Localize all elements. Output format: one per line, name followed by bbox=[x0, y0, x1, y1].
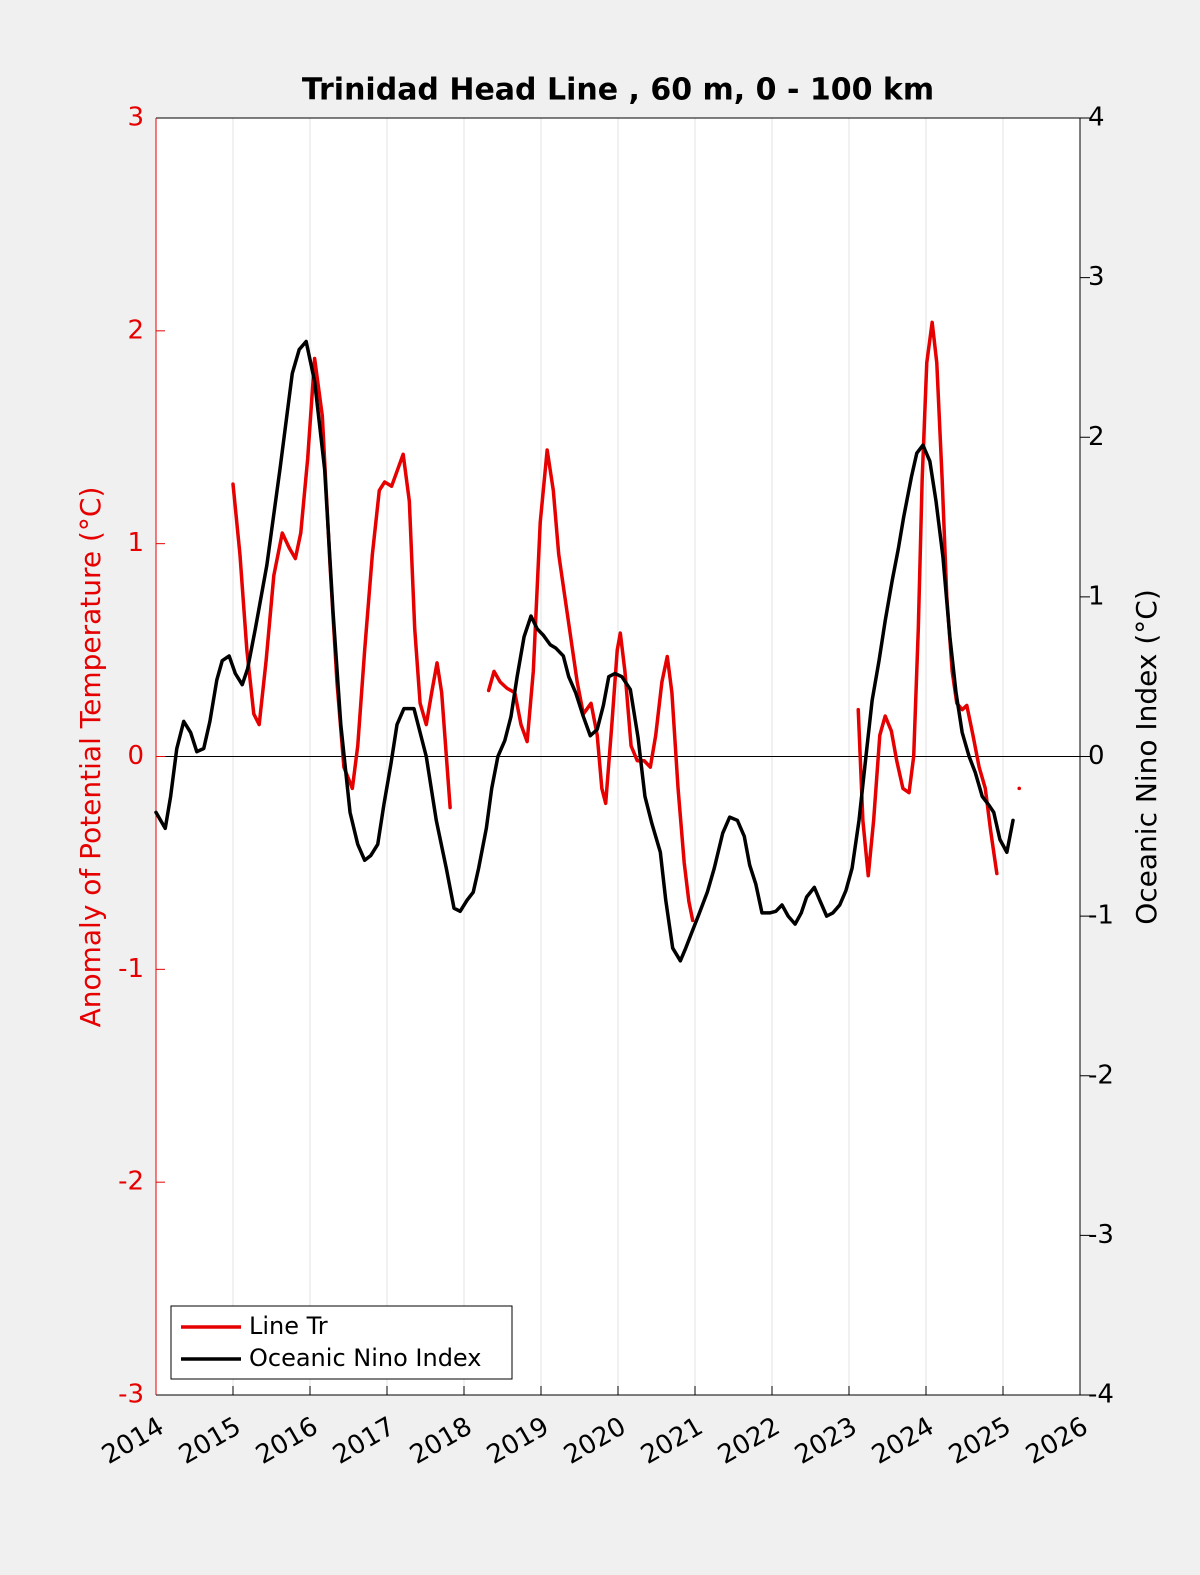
chart-title: Trinidad Head Line , 60 m, 0 - 100 km bbox=[302, 73, 934, 108]
y2-tick-label: 2 bbox=[1088, 422, 1105, 452]
y2-tick-label: 3 bbox=[1088, 262, 1105, 292]
y2-tick-label: -1 bbox=[1088, 901, 1114, 931]
data-line bbox=[154, 339, 1015, 963]
x-tick-label: 2014 bbox=[97, 1412, 169, 1471]
x-tick-label: 2021 bbox=[636, 1412, 708, 1471]
y2-tick-label: -4 bbox=[1088, 1380, 1114, 1410]
x-tick-label: 2024 bbox=[867, 1412, 939, 1471]
y2-tick-label: -2 bbox=[1088, 1060, 1114, 1090]
x-tick-label: 2019 bbox=[482, 1412, 554, 1471]
y-axis-label: Anomaly of Potential Temperature (°C) bbox=[74, 487, 107, 1028]
y-tick-label: 3 bbox=[127, 103, 144, 133]
y2-axis-label: Oceanic Nino Index (°C) bbox=[1130, 589, 1163, 925]
y-tick-label: -2 bbox=[118, 1167, 144, 1197]
x-tick-label: 2025 bbox=[944, 1412, 1016, 1471]
x-tick-label: 2015 bbox=[174, 1412, 246, 1471]
y2-tick-label: 0 bbox=[1088, 741, 1105, 771]
y-tick-label: 2 bbox=[127, 315, 144, 345]
x-tick-label: 2018 bbox=[405, 1412, 477, 1471]
x-tick-label: 2023 bbox=[790, 1412, 862, 1471]
legend-label: Line Tr bbox=[249, 1312, 328, 1340]
x-tick-label: 2022 bbox=[713, 1412, 785, 1471]
legend-box bbox=[170, 1305, 513, 1380]
y-tick-label: -3 bbox=[118, 1380, 144, 1410]
y-tick-label: 1 bbox=[127, 528, 144, 558]
y2-tick-label: -3 bbox=[1088, 1220, 1114, 1250]
y-tick-label: 0 bbox=[127, 741, 144, 771]
x-tick-label: 2026 bbox=[1021, 1412, 1093, 1471]
y2-tick-label: 4 bbox=[1088, 103, 1105, 133]
y-tick-label: -1 bbox=[118, 954, 144, 984]
x-tick-label: 2017 bbox=[328, 1412, 400, 1471]
legend: Line Tr Oceanic Nino Index bbox=[170, 1305, 513, 1380]
x-tick-label: 2020 bbox=[559, 1412, 631, 1471]
y2-tick-label: 1 bbox=[1088, 581, 1105, 611]
x-tick-label: 2016 bbox=[251, 1412, 323, 1471]
legend-label: Oceanic Nino Index bbox=[249, 1344, 481, 1372]
